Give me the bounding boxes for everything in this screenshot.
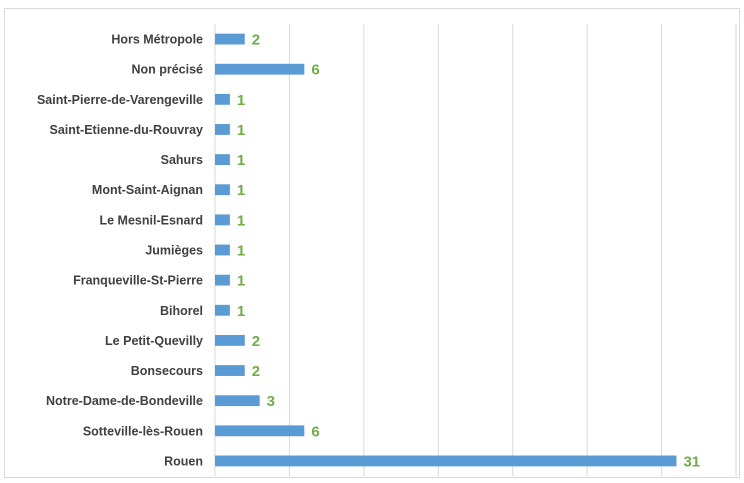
bar [215, 304, 230, 316]
bar [215, 93, 230, 105]
data-label: 1 [237, 243, 245, 260]
category-labels: Hors Métropole Non précisé Saint-Pierre-de… [37, 33, 203, 469]
bar [215, 33, 245, 45]
category-label: Franqueville-St-Pierre [73, 274, 203, 288]
bar [215, 395, 260, 407]
bar [215, 214, 230, 226]
category-label: Le Mesnil-Esnard [100, 213, 204, 227]
category-label: Saint-Etienne-du-Rouvray [50, 123, 204, 137]
category-label: Bihorel [160, 304, 203, 318]
category-label: Non précisé [131, 63, 203, 77]
category-label: Bonsecours [131, 364, 203, 378]
category-label: Hors Métropole [111, 33, 203, 47]
category-label: Le Petit-Quevilly [105, 334, 203, 348]
data-label: 31 [683, 453, 700, 470]
bar [215, 334, 245, 346]
bar [215, 425, 305, 437]
category-label: Sahurs [161, 153, 203, 167]
category-label: Rouen [164, 454, 203, 468]
data-label: 1 [237, 273, 245, 290]
bar [215, 63, 305, 75]
bar [215, 455, 677, 467]
bar [215, 274, 230, 286]
data-label: 2 [252, 363, 260, 380]
category-label: Mont-Saint-Aignan [92, 183, 203, 197]
bar [215, 184, 230, 196]
bar [215, 244, 230, 256]
data-label: 2 [252, 32, 260, 49]
data-label: 6 [311, 423, 319, 440]
bar [215, 365, 245, 376]
data-label: 2 [252, 333, 260, 350]
bar [215, 154, 230, 166]
category-label: Jumièges [145, 244, 203, 258]
gridlines [214, 24, 737, 476]
bars [215, 33, 677, 467]
data-label: 6 [311, 62, 319, 79]
data-label: 1 [237, 212, 245, 229]
data-label: 1 [237, 303, 245, 320]
data-label: 1 [237, 92, 245, 109]
chart-area [4, 8, 740, 478]
data-label: 1 [237, 152, 245, 169]
category-label: Sotteville-lès-Rouen [83, 424, 203, 438]
data-label: 1 [237, 122, 245, 139]
data-label: 3 [267, 393, 275, 410]
category-label: Notre-Dame-de-Bondeville [46, 394, 203, 408]
bar [215, 124, 230, 135]
data-label: 1 [237, 182, 245, 199]
category-label: Saint-Pierre-de-Varengeville [37, 93, 203, 107]
